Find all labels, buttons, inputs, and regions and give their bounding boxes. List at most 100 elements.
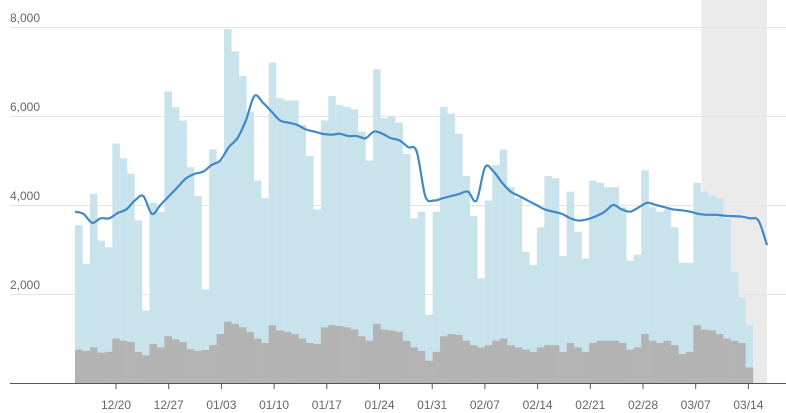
bar-secondary bbox=[194, 350, 202, 383]
bar-secondary bbox=[186, 349, 195, 383]
bar-total bbox=[410, 218, 418, 383]
bar-total bbox=[298, 124, 307, 384]
bar-total bbox=[745, 325, 754, 383]
bar-secondary bbox=[305, 342, 314, 383]
bar-secondary bbox=[633, 347, 642, 383]
bar-secondary bbox=[417, 350, 426, 383]
bar-secondary bbox=[209, 345, 217, 383]
x-tick-label: 03/14 bbox=[733, 398, 763, 412]
bar-total bbox=[156, 211, 165, 383]
bar-total bbox=[358, 131, 366, 383]
bar-secondary bbox=[477, 347, 485, 383]
bar-total bbox=[224, 29, 232, 383]
bar-secondary bbox=[216, 334, 225, 383]
bar-total bbox=[507, 187, 515, 383]
bar-secondary bbox=[276, 330, 284, 383]
bar-total bbox=[75, 225, 83, 383]
bar-total bbox=[216, 160, 225, 383]
bar-secondary bbox=[745, 367, 754, 383]
bar-secondary bbox=[469, 345, 478, 383]
bar-secondary bbox=[358, 336, 366, 383]
bar-secondary bbox=[678, 354, 687, 383]
bar-secondary bbox=[522, 349, 530, 384]
bar-total bbox=[112, 143, 120, 383]
bar-secondary bbox=[253, 338, 262, 383]
bars-total-series bbox=[75, 29, 754, 384]
bar-total bbox=[678, 262, 687, 383]
bar-total bbox=[492, 164, 500, 383]
bar-secondary bbox=[685, 351, 694, 383]
bar-secondary bbox=[544, 345, 552, 383]
bar-total bbox=[179, 120, 187, 383]
bar-total bbox=[268, 62, 277, 383]
bar-secondary bbox=[291, 334, 299, 383]
bar-total bbox=[320, 120, 329, 383]
bar-secondary bbox=[238, 327, 247, 384]
bar-total bbox=[231, 51, 240, 383]
bar-total bbox=[648, 207, 657, 383]
bar-secondary bbox=[410, 347, 418, 383]
bar-secondary bbox=[648, 340, 657, 383]
bar-secondary bbox=[343, 327, 351, 384]
bar-secondary bbox=[313, 343, 321, 383]
bar-secondary bbox=[380, 329, 389, 383]
x-tick-label: 01/31 bbox=[417, 398, 447, 412]
bar-secondary bbox=[700, 329, 709, 383]
bar-total bbox=[581, 258, 590, 383]
bar-secondary bbox=[536, 347, 545, 383]
bar-total bbox=[387, 116, 396, 383]
bar-secondary bbox=[618, 342, 627, 383]
x-tick-label: 01/03 bbox=[206, 398, 236, 412]
bar-total bbox=[708, 196, 716, 383]
bar-secondary bbox=[268, 325, 277, 383]
x-tick-label: 01/17 bbox=[312, 398, 342, 412]
x-tick-label: 01/24 bbox=[364, 398, 394, 412]
x-tick-label: 01/10 bbox=[259, 398, 289, 412]
bar-total bbox=[209, 149, 217, 384]
bar-secondary bbox=[641, 334, 649, 383]
bar-total bbox=[432, 211, 441, 383]
bar-secondary bbox=[492, 340, 500, 383]
bar-total bbox=[641, 170, 649, 383]
bar-total bbox=[253, 180, 262, 383]
bar-secondary bbox=[447, 334, 456, 383]
bar-total bbox=[626, 260, 634, 384]
bar-total bbox=[536, 227, 545, 383]
bar-secondary bbox=[231, 323, 240, 383]
bar-total bbox=[440, 107, 448, 383]
x-tick-label: 02/21 bbox=[575, 398, 605, 412]
bar-total bbox=[127, 173, 135, 383]
bar-total bbox=[551, 178, 560, 383]
bar-total bbox=[104, 247, 113, 383]
bar-secondary bbox=[656, 342, 664, 383]
bar-total bbox=[685, 262, 694, 383]
x-tick-label: 02/28 bbox=[628, 398, 658, 412]
bar-total bbox=[373, 69, 381, 383]
bar-total bbox=[82, 263, 91, 383]
bar-total bbox=[276, 98, 284, 383]
bar-total bbox=[380, 118, 389, 383]
bar-total bbox=[283, 100, 292, 384]
bar-secondary bbox=[626, 349, 634, 384]
bar-secondary bbox=[298, 338, 307, 383]
bar-secondary bbox=[373, 323, 381, 383]
bar-secondary bbox=[693, 325, 701, 383]
bar-total bbox=[589, 180, 597, 383]
bar-secondary bbox=[708, 330, 716, 383]
bar-secondary bbox=[328, 325, 336, 383]
bar-total bbox=[164, 91, 172, 383]
bar-secondary bbox=[529, 351, 538, 383]
bar-total bbox=[335, 104, 344, 384]
bar-total bbox=[97, 240, 105, 383]
bar-secondary bbox=[395, 331, 403, 383]
bar-total bbox=[350, 109, 359, 383]
bar-secondary bbox=[559, 351, 567, 383]
bar-secondary bbox=[89, 347, 98, 383]
bar-secondary bbox=[164, 336, 172, 383]
bar-total bbox=[291, 100, 299, 384]
bar-secondary bbox=[440, 336, 448, 383]
bar-total bbox=[715, 198, 724, 383]
y-tick-label: 2,000 bbox=[10, 278, 40, 292]
bar-total bbox=[365, 160, 374, 383]
x-tick-label: 03/07 bbox=[681, 398, 711, 412]
